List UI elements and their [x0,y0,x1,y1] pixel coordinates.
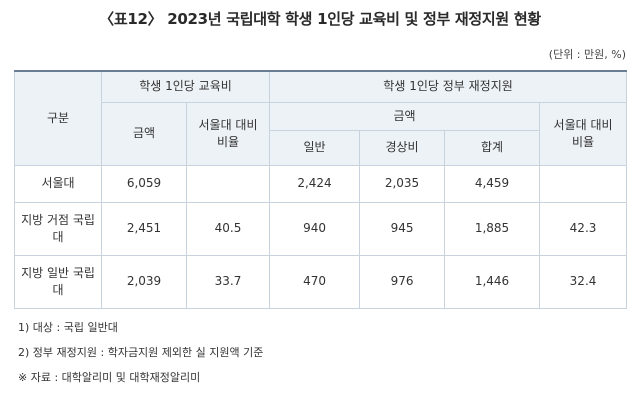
cell-total: 1,885 [444,201,541,256]
header-gov-ratio-line2: 비율 [571,134,595,149]
header-education-cost: 학생 1인당 교육비 [100,70,271,103]
header-gov-ratio-line1: 서울대 대비 [553,117,613,132]
header-total: 합계 [444,129,541,166]
header-capital: 경상비 [359,129,446,166]
footnote-source: ※ 자료 : 대학알리미 및 대학재정알리미 [18,371,201,384]
table-row: 서울대 6,059 2,424 2,035 4,459 [14,164,628,203]
cell-capital: 945 [359,201,446,256]
cell-capital: 976 [359,254,446,309]
header-general: 일반 [269,129,361,166]
cell-edu-ratio: 40.5 [185,201,271,256]
header-edu-ratio-line2: 비율 [216,134,240,149]
cell-edu-ratio [185,164,271,203]
row-label: 지방 일반 국립대 [14,254,102,309]
cell-edu-amount: 6,059 [101,164,187,203]
footnotes: 1) 대상 : 국립 일반대 2) 정부 재정지원 : 학자금지원 제외한 실 … [18,319,263,394]
cell-gov-ratio: 32.4 [539,254,628,309]
header-gov-support: 학생 1인당 정부 재정지원 [269,70,628,103]
stats-table: 구분 학생 1인당 교육비 학생 1인당 정부 재정지원 금액 서울대 대비 비… [14,70,628,309]
header-gov-amount: 금액 [269,101,541,131]
footnote-target: 1) 대상 : 국립 일반대 [18,321,118,334]
header-category: 구분 [14,70,102,166]
table-title: 〈표12〉 2023년 국립대학 학생 1인당 교육비 및 정부 재정지원 현황 [99,10,541,28]
unit-label: (단위 : 만원, %) [548,48,626,61]
row-label: 서울대 [14,164,102,203]
cell-total: 1,446 [444,254,541,309]
cell-gov-ratio: 42.3 [539,201,628,256]
footnote-gov-support: 2) 정부 재정지원 : 학자금지원 제외한 실 지원액 기준 [18,346,264,359]
cell-capital: 2,035 [359,164,446,203]
row-label: 지방 거점 국립대 [14,201,102,256]
cell-edu-ratio: 33.7 [185,254,271,309]
header-edu-ratio: 서울대 대비 비율 [185,101,271,166]
cell-edu-amount: 2,039 [101,254,187,309]
table-row: 지방 거점 국립대 2,451 40.5 940 945 1,885 42.3 [14,201,628,256]
cell-general: 940 [269,201,361,256]
cell-edu-amount: 2,451 [101,201,187,256]
cell-gov-ratio [539,164,628,203]
cell-general: 2,424 [269,164,361,203]
cell-general: 470 [269,254,361,309]
header-edu-amount: 금액 [101,101,187,166]
cell-total: 4,459 [444,164,541,203]
header-edu-ratio-line1: 서울대 대비 [198,117,258,132]
table-row: 지방 일반 국립대 2,039 33.7 470 976 1,446 32.4 [14,254,628,309]
header-gov-ratio: 서울대 대비 비율 [539,101,628,166]
